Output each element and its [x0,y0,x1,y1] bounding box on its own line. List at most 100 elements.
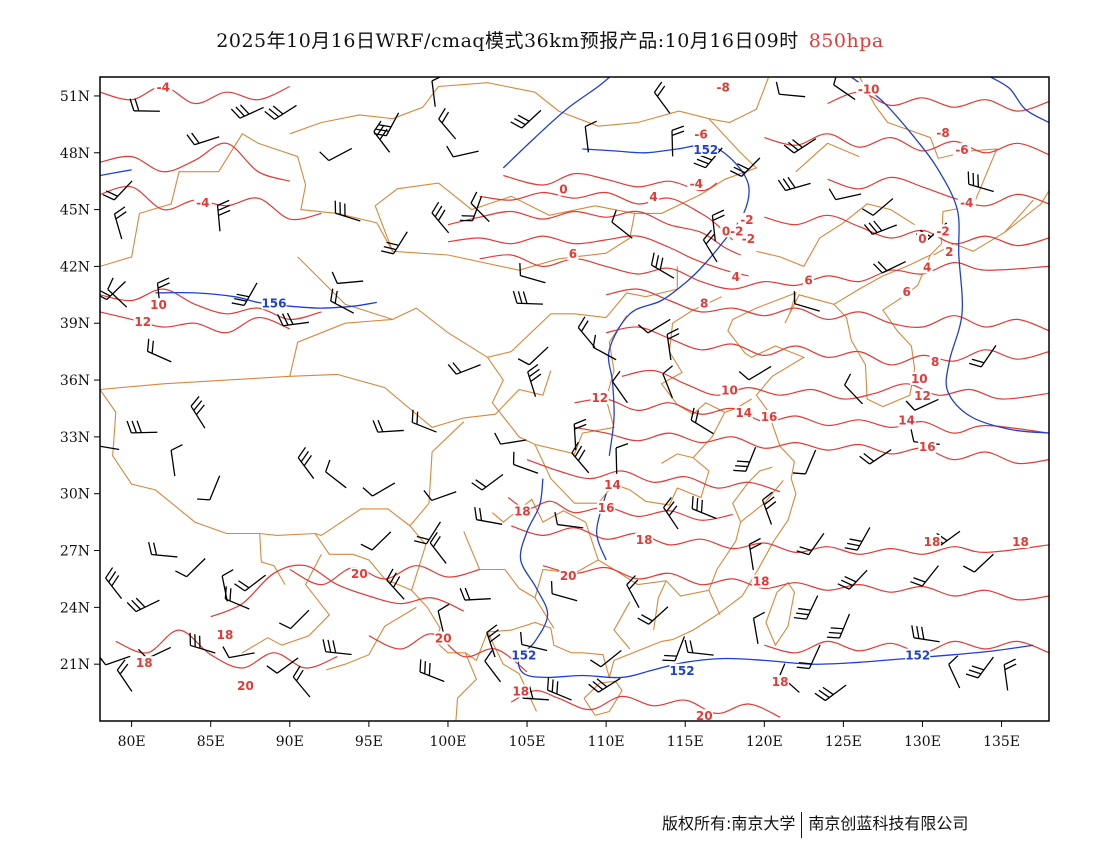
wind-barb [386,568,405,600]
lon-tick-label: 90E [276,734,304,750]
contour-label-bg [511,648,537,662]
wind-barb [775,81,806,98]
lon-tick-label: 110E [588,734,625,750]
boundary-line [708,590,721,616]
contour-label-bg [133,315,152,329]
geopotential-contour-label: 156 [261,296,286,310]
wind-barb [626,575,640,608]
lon-tick-label: 85E [197,734,225,750]
wind-barb [615,443,629,474]
wind-barb [702,229,718,263]
temperature-contour-label: -6 [694,128,707,142]
temperature-contour-label: 18 [753,575,770,589]
wind-barb [102,180,133,201]
wind-barb [360,531,392,551]
contour-label-bg [934,224,953,238]
temperature-contour-line [764,214,1049,247]
wind-barb [777,176,811,192]
wind-barb [325,459,347,489]
geopotential-contour-line [100,169,132,177]
contour-label-bg [687,176,706,190]
boundary-line [534,444,710,506]
wind-barb [527,363,542,397]
contour-label-bg [720,224,746,238]
temperature-contour-label: 18 [1012,535,1029,549]
contour-label-bg [910,372,929,386]
contour-label-bg [693,142,719,156]
contour-label-bg [236,678,255,692]
contour-label-bg [752,574,771,588]
wind-barb [146,338,172,363]
boundary-line [765,581,795,647]
contour-label-bg [916,231,928,245]
footer-separator [801,811,803,838]
contour-label-bg [897,413,916,427]
temperature-contour-label: 20 [435,632,452,646]
temperature-contour-label: 12 [134,315,151,329]
geopotential-contour-line [990,77,1049,124]
wind-barb [752,611,766,644]
lat-tick-label: 33N [60,430,90,446]
wind-barb [512,451,539,474]
temperature-contour-label: -4 [157,80,170,94]
wind-barb [666,328,680,361]
wind-barb [859,449,892,465]
wind-barb [423,490,457,502]
boundary-line [100,370,552,429]
wind-barb [592,334,617,361]
wind-barb [266,657,299,674]
lat-tick-label: 45N [60,203,90,219]
boundary-line [756,203,915,268]
temperature-contour-label: 20 [560,569,577,583]
wind-barb [113,206,127,240]
temperature-contour-label: 0-2 [722,224,744,238]
wind-barb [967,171,994,193]
contour-label-bg [734,406,753,420]
boundary-line [409,421,465,527]
temperature-contour-label: 6 [569,247,577,261]
latitude-axis: 51N 48N 45N 42N 39N 36N 33N 30N 27N 24N 21N [60,89,100,673]
contour-label-bg [669,663,695,677]
wind-barb [783,138,817,154]
wind-barb [550,581,578,602]
contour-label-bg [350,567,369,581]
pressure-level-label: 850hpa [808,30,884,52]
wind-barb [793,291,820,312]
lat-tick-label: 27N [60,544,90,560]
contour-label-bg [922,534,941,548]
temperature-contour-line [210,564,465,618]
temperature-contour-line [100,311,291,334]
temperature-contour-label: 18 [636,533,653,547]
temperature-contour-line [526,459,781,493]
boundary-line [534,597,555,629]
boundary-line [653,580,667,631]
wind-barb [738,365,772,381]
map-title: 2025年10月16日WRF/cmaq模式36km预报产品:10月16日09时 8… [0,26,1100,53]
geopotential-contour-line [517,478,1034,679]
wind-barb [546,677,572,701]
wind-barb [175,558,206,578]
wind-barb [861,198,894,216]
contour-label-bg [1011,534,1030,548]
contour-label-bg [193,195,212,209]
wind-barb [963,553,994,573]
wind-barb [691,496,717,520]
lat-tick-label: 48N [60,146,90,162]
temperature-contour-label: 12 [914,389,931,403]
temperature-contour-label: -6 [955,143,968,157]
boundary-line [289,82,710,135]
temperature-contour-line [289,565,480,586]
wind-barb [190,395,206,429]
contour-label-bg [513,504,532,518]
wind-barb [319,147,353,162]
wind-barb [186,132,220,146]
wind-barb [216,199,231,232]
contour-label-bg [559,569,578,583]
wind-barb [733,446,757,472]
boundary-line [100,77,770,271]
wind-barb [100,655,131,666]
temperature-contour-label: -4 [690,177,703,191]
temperature-contour-label: 8 [700,296,708,310]
wind-barb [222,646,255,659]
